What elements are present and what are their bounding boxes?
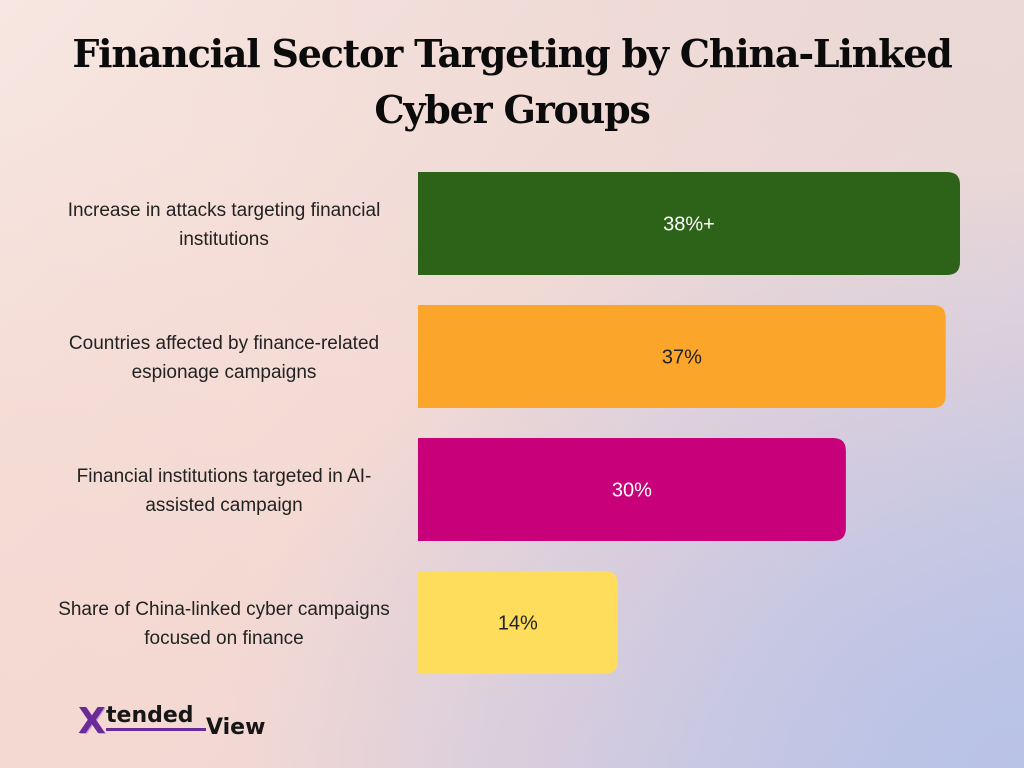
category-label-3-line-1: Financial institutions targeted in AI- <box>77 466 372 487</box>
category-label-1: Increase in attacks targeting financial i… <box>68 200 381 250</box>
category-label-4-line-1: Share of China-linked cyber campaigns <box>58 599 390 620</box>
chart-title: Financial Sector Targeting by China-Link… <box>0 26 1024 138</box>
bar-3 <box>418 438 846 541</box>
category-label-4: Share of China-linked cyber campaigns foc… <box>58 599 390 649</box>
bar-value-label-3: 30% <box>612 480 652 502</box>
chart-title-line-2: Cyber Groups <box>374 87 651 132</box>
bar-value-label-4: 14% <box>498 613 538 635</box>
category-label-4-line-2: focused on finance <box>144 628 304 649</box>
category-label-3-line-2: assisted campaign <box>145 495 302 516</box>
bar-2 <box>418 305 946 408</box>
logo-text-view: View <box>206 715 266 740</box>
bar-4 <box>418 571 618 674</box>
xtendedview-logo: X tended View <box>78 700 278 746</box>
category-label-3: Financial institutions targeted in AI-as… <box>77 466 372 516</box>
bar-value-label-1: 38%+ <box>663 214 715 236</box>
category-label-2-line-1: Countries affected by finance-related <box>69 333 379 354</box>
logo-text-tended: tended <box>106 703 194 728</box>
category-label-2-line-2: espionage campaigns <box>132 362 317 383</box>
category-label-2: Countries affected by finance-related esp… <box>69 333 379 383</box>
category-label-1-line-1: Increase in attacks targeting financial <box>68 200 381 221</box>
category-label-1-line-2: institutions <box>179 229 269 250</box>
logo-underline <box>106 728 206 731</box>
logo-x-mark: X <box>78 701 106 742</box>
bar-value-label-2: 37% <box>662 347 702 369</box>
chart-title-line-1: Financial Sector Targeting by China-Link… <box>72 31 952 76</box>
bar-1 <box>418 172 960 275</box>
